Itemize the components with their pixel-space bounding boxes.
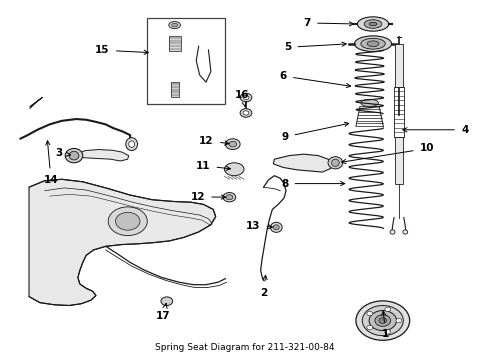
Ellipse shape xyxy=(354,36,392,51)
Text: 2: 2 xyxy=(260,275,267,298)
Ellipse shape xyxy=(69,151,79,160)
Ellipse shape xyxy=(243,95,249,100)
Bar xyxy=(171,82,178,97)
Ellipse shape xyxy=(364,20,382,28)
Text: Spring Seat Diagram for 211-321-00-84: Spring Seat Diagram for 211-321-00-84 xyxy=(155,343,335,352)
Ellipse shape xyxy=(385,330,391,334)
Ellipse shape xyxy=(367,41,379,46)
Ellipse shape xyxy=(116,212,140,230)
Ellipse shape xyxy=(224,163,244,176)
Ellipse shape xyxy=(396,319,402,323)
Text: 15: 15 xyxy=(95,45,148,55)
Text: 11: 11 xyxy=(196,161,230,171)
Polygon shape xyxy=(29,179,216,306)
Bar xyxy=(395,44,403,87)
Bar xyxy=(147,18,225,104)
Text: 14: 14 xyxy=(44,141,58,185)
Ellipse shape xyxy=(161,297,172,306)
Text: 16: 16 xyxy=(235,90,250,107)
Text: 9: 9 xyxy=(281,122,349,142)
Ellipse shape xyxy=(361,99,378,107)
Text: 12: 12 xyxy=(190,192,225,202)
Ellipse shape xyxy=(390,230,395,234)
Text: 5: 5 xyxy=(284,42,346,52)
Ellipse shape xyxy=(240,109,252,117)
Ellipse shape xyxy=(273,225,279,230)
Text: 10: 10 xyxy=(342,143,435,163)
Ellipse shape xyxy=(129,141,135,147)
Ellipse shape xyxy=(270,222,282,232)
Text: 1: 1 xyxy=(382,311,390,339)
Ellipse shape xyxy=(362,306,403,336)
Ellipse shape xyxy=(361,39,385,49)
Ellipse shape xyxy=(356,301,410,340)
Text: 7: 7 xyxy=(303,18,353,28)
Ellipse shape xyxy=(379,318,387,323)
Ellipse shape xyxy=(229,141,237,147)
Ellipse shape xyxy=(328,157,343,169)
Ellipse shape xyxy=(223,193,236,202)
Text: 17: 17 xyxy=(156,303,171,320)
Ellipse shape xyxy=(169,22,180,29)
Text: 13: 13 xyxy=(245,221,272,230)
Text: 12: 12 xyxy=(199,136,229,145)
Bar xyxy=(169,36,180,51)
Ellipse shape xyxy=(403,230,408,234)
Text: 3: 3 xyxy=(56,148,70,158)
Ellipse shape xyxy=(331,159,339,166)
Polygon shape xyxy=(273,154,333,172)
Ellipse shape xyxy=(385,307,391,311)
Ellipse shape xyxy=(375,315,391,326)
Ellipse shape xyxy=(369,22,377,26)
Ellipse shape xyxy=(367,311,373,316)
Ellipse shape xyxy=(65,148,83,163)
Ellipse shape xyxy=(243,111,249,115)
Ellipse shape xyxy=(367,325,373,330)
Text: 8: 8 xyxy=(281,179,345,189)
Bar xyxy=(394,137,403,184)
Ellipse shape xyxy=(172,23,177,27)
Ellipse shape xyxy=(225,139,240,149)
Text: 6: 6 xyxy=(279,71,351,87)
Ellipse shape xyxy=(357,17,389,31)
Ellipse shape xyxy=(226,195,233,200)
Ellipse shape xyxy=(108,207,147,235)
Ellipse shape xyxy=(369,311,396,330)
Text: 4: 4 xyxy=(403,125,468,135)
Ellipse shape xyxy=(126,138,138,150)
Polygon shape xyxy=(76,149,129,161)
Ellipse shape xyxy=(240,93,252,102)
